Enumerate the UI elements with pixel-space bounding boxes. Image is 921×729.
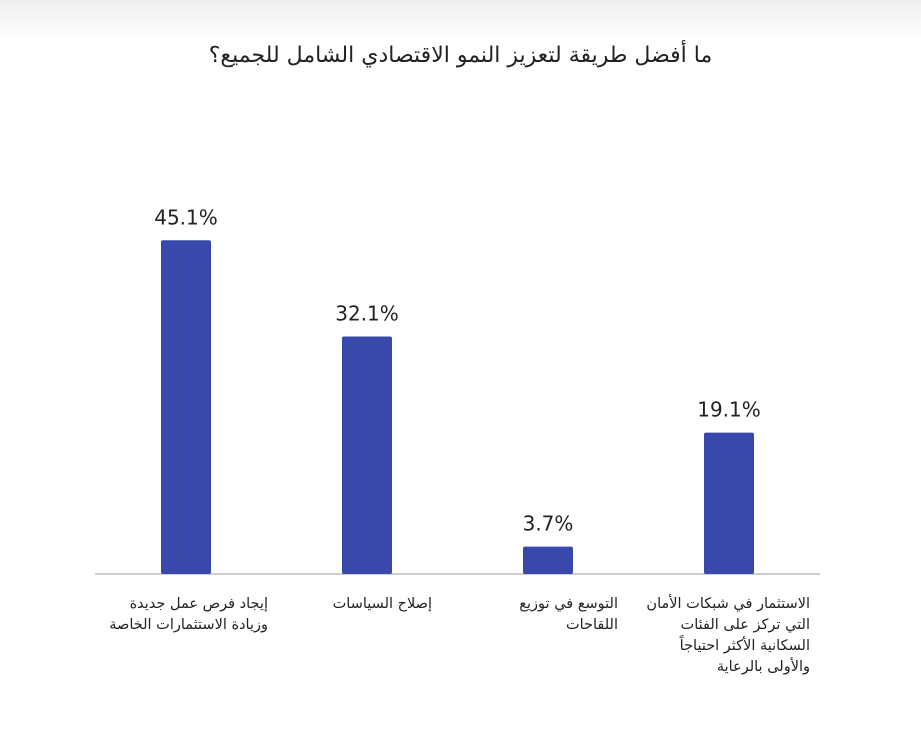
bars-layer	[161, 240, 754, 574]
category-label: التوسع في توزيع اللقاحات	[519, 596, 618, 633]
bar	[161, 240, 211, 574]
data-label: 19.1%	[697, 398, 761, 422]
top-shade	[0, 0, 921, 40]
data-label: 3.7%	[523, 512, 574, 536]
value-labels-layer: 45.1% 32.1% 3.7% 19.1%	[154, 205, 761, 535]
bar	[342, 336, 392, 574]
category-label: الاستثمار في شبكات الأمان التي تركز على …	[646, 596, 810, 675]
data-label: 32.1%	[335, 301, 399, 325]
bar	[704, 432, 754, 574]
category-label: إيجاد فرص عمل جديدة وزيادة الاستثمارات ا…	[109, 596, 268, 633]
category-label: إصلاح السياسات	[332, 596, 432, 612]
bar	[523, 546, 573, 574]
chart-title: ما أفضل طريقة لتعزيز النمو الاقتصادي الش…	[208, 43, 713, 68]
data-label: 45.1%	[154, 205, 218, 229]
